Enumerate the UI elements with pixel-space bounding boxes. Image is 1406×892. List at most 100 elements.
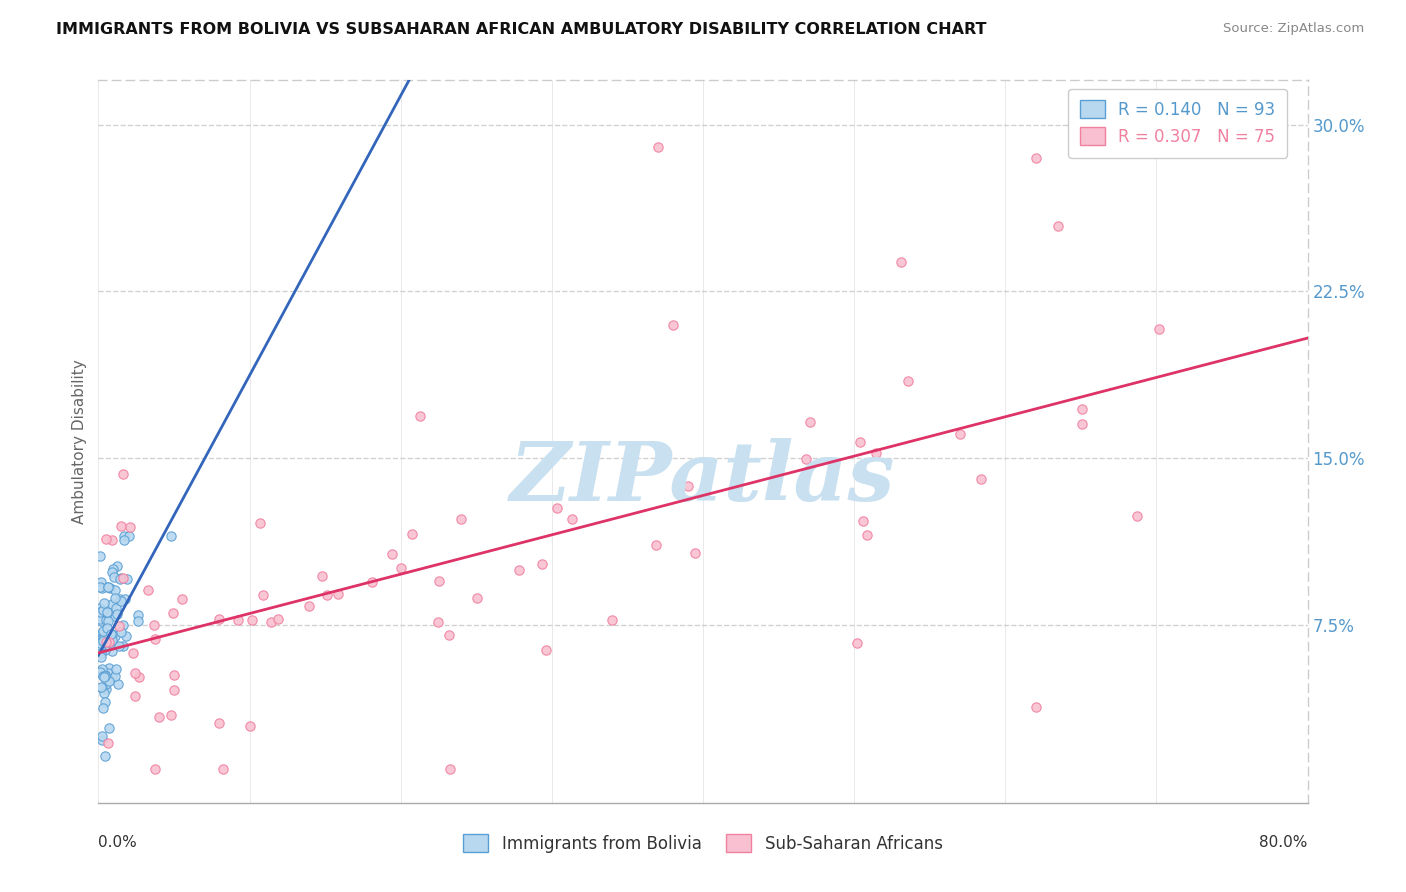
Point: [89, 612, 111, 626]
Point: [101, 565, 124, 579]
Point: [645, 538, 668, 552]
Point: [108, 573, 131, 587]
Point: [110, 593, 132, 607]
Point: [160, 529, 183, 543]
Point: [427, 574, 450, 588]
Point: [897, 374, 920, 388]
Text: 80.0%: 80.0%: [1260, 835, 1308, 850]
Point: [105, 559, 128, 574]
Point: [949, 427, 972, 442]
Point: [170, 592, 193, 607]
Point: [94, 677, 117, 691]
Point: [508, 563, 530, 577]
Point: [98, 721, 121, 735]
Point: [145, 632, 167, 647]
Point: [96, 605, 118, 619]
Text: ZIPatlas: ZIPatlas: [510, 438, 896, 517]
Point: [439, 763, 461, 777]
Point: [127, 608, 149, 623]
Point: [311, 569, 333, 583]
Point: [90, 662, 112, 676]
Point: [661, 318, 683, 332]
Point: [226, 613, 249, 627]
Point: [93, 630, 115, 644]
Point: [108, 639, 131, 653]
Point: [90, 667, 112, 681]
Point: [98, 581, 121, 595]
Point: [849, 434, 872, 449]
Point: [94, 681, 117, 696]
Point: [122, 646, 145, 660]
Point: [575, 470, 598, 484]
Point: [97, 635, 120, 649]
Point: [111, 467, 134, 481]
Point: [112, 533, 135, 547]
Point: [1024, 700, 1046, 714]
Point: [381, 547, 404, 561]
Point: [91, 668, 114, 682]
Point: [846, 636, 869, 650]
Y-axis label: Ambulatory Disability: Ambulatory Disability: [72, 359, 87, 524]
Point: [98, 674, 121, 689]
Point: [93, 670, 115, 684]
Point: [118, 529, 141, 543]
Point: [105, 607, 128, 621]
Point: [100, 627, 122, 641]
Point: [93, 686, 115, 700]
Point: [101, 533, 124, 548]
Point: [298, 599, 321, 613]
Point: [94, 643, 117, 657]
Point: [212, 762, 235, 776]
Point: [91, 603, 114, 617]
Point: [93, 636, 115, 650]
Point: [90, 615, 112, 629]
Point: [401, 527, 423, 541]
Point: [101, 597, 124, 611]
Point: [531, 558, 554, 572]
Point: [89, 636, 111, 650]
Text: Source: ZipAtlas.com: Source: ZipAtlas.com: [1223, 22, 1364, 36]
Point: [799, 415, 821, 429]
Point: [91, 633, 114, 648]
Point: [114, 591, 136, 606]
Point: [91, 634, 114, 648]
Point: [90, 643, 112, 657]
Point: [118, 520, 141, 534]
Point: [110, 519, 132, 533]
Point: [136, 583, 159, 598]
Point: [104, 629, 127, 643]
Point: [89, 549, 111, 564]
Point: [536, 643, 558, 657]
Point: [865, 446, 887, 460]
Point: [647, 140, 669, 154]
Point: [90, 680, 112, 694]
Point: [426, 615, 449, 629]
Point: [97, 614, 120, 628]
Point: [107, 677, 129, 691]
Point: [437, 628, 460, 642]
Point: [90, 650, 112, 665]
Point: [89, 600, 111, 615]
Point: [91, 626, 114, 640]
Point: [97, 736, 120, 750]
Point: [110, 624, 132, 639]
Point: [94, 748, 117, 763]
Point: [316, 588, 339, 602]
Point: [89, 628, 111, 642]
Point: [97, 665, 120, 680]
Point: [90, 574, 112, 589]
Point: [94, 634, 117, 648]
Point: [361, 574, 384, 589]
Point: [162, 668, 184, 682]
Point: [89, 581, 111, 595]
Point: [103, 591, 125, 605]
Point: [678, 479, 700, 493]
Point: [94, 669, 117, 683]
Point: [1047, 219, 1070, 234]
Point: [465, 591, 488, 605]
Point: [101, 633, 124, 648]
Text: 0.0%: 0.0%: [98, 835, 138, 850]
Point: [110, 571, 132, 585]
Point: [127, 614, 149, 628]
Point: [852, 514, 875, 528]
